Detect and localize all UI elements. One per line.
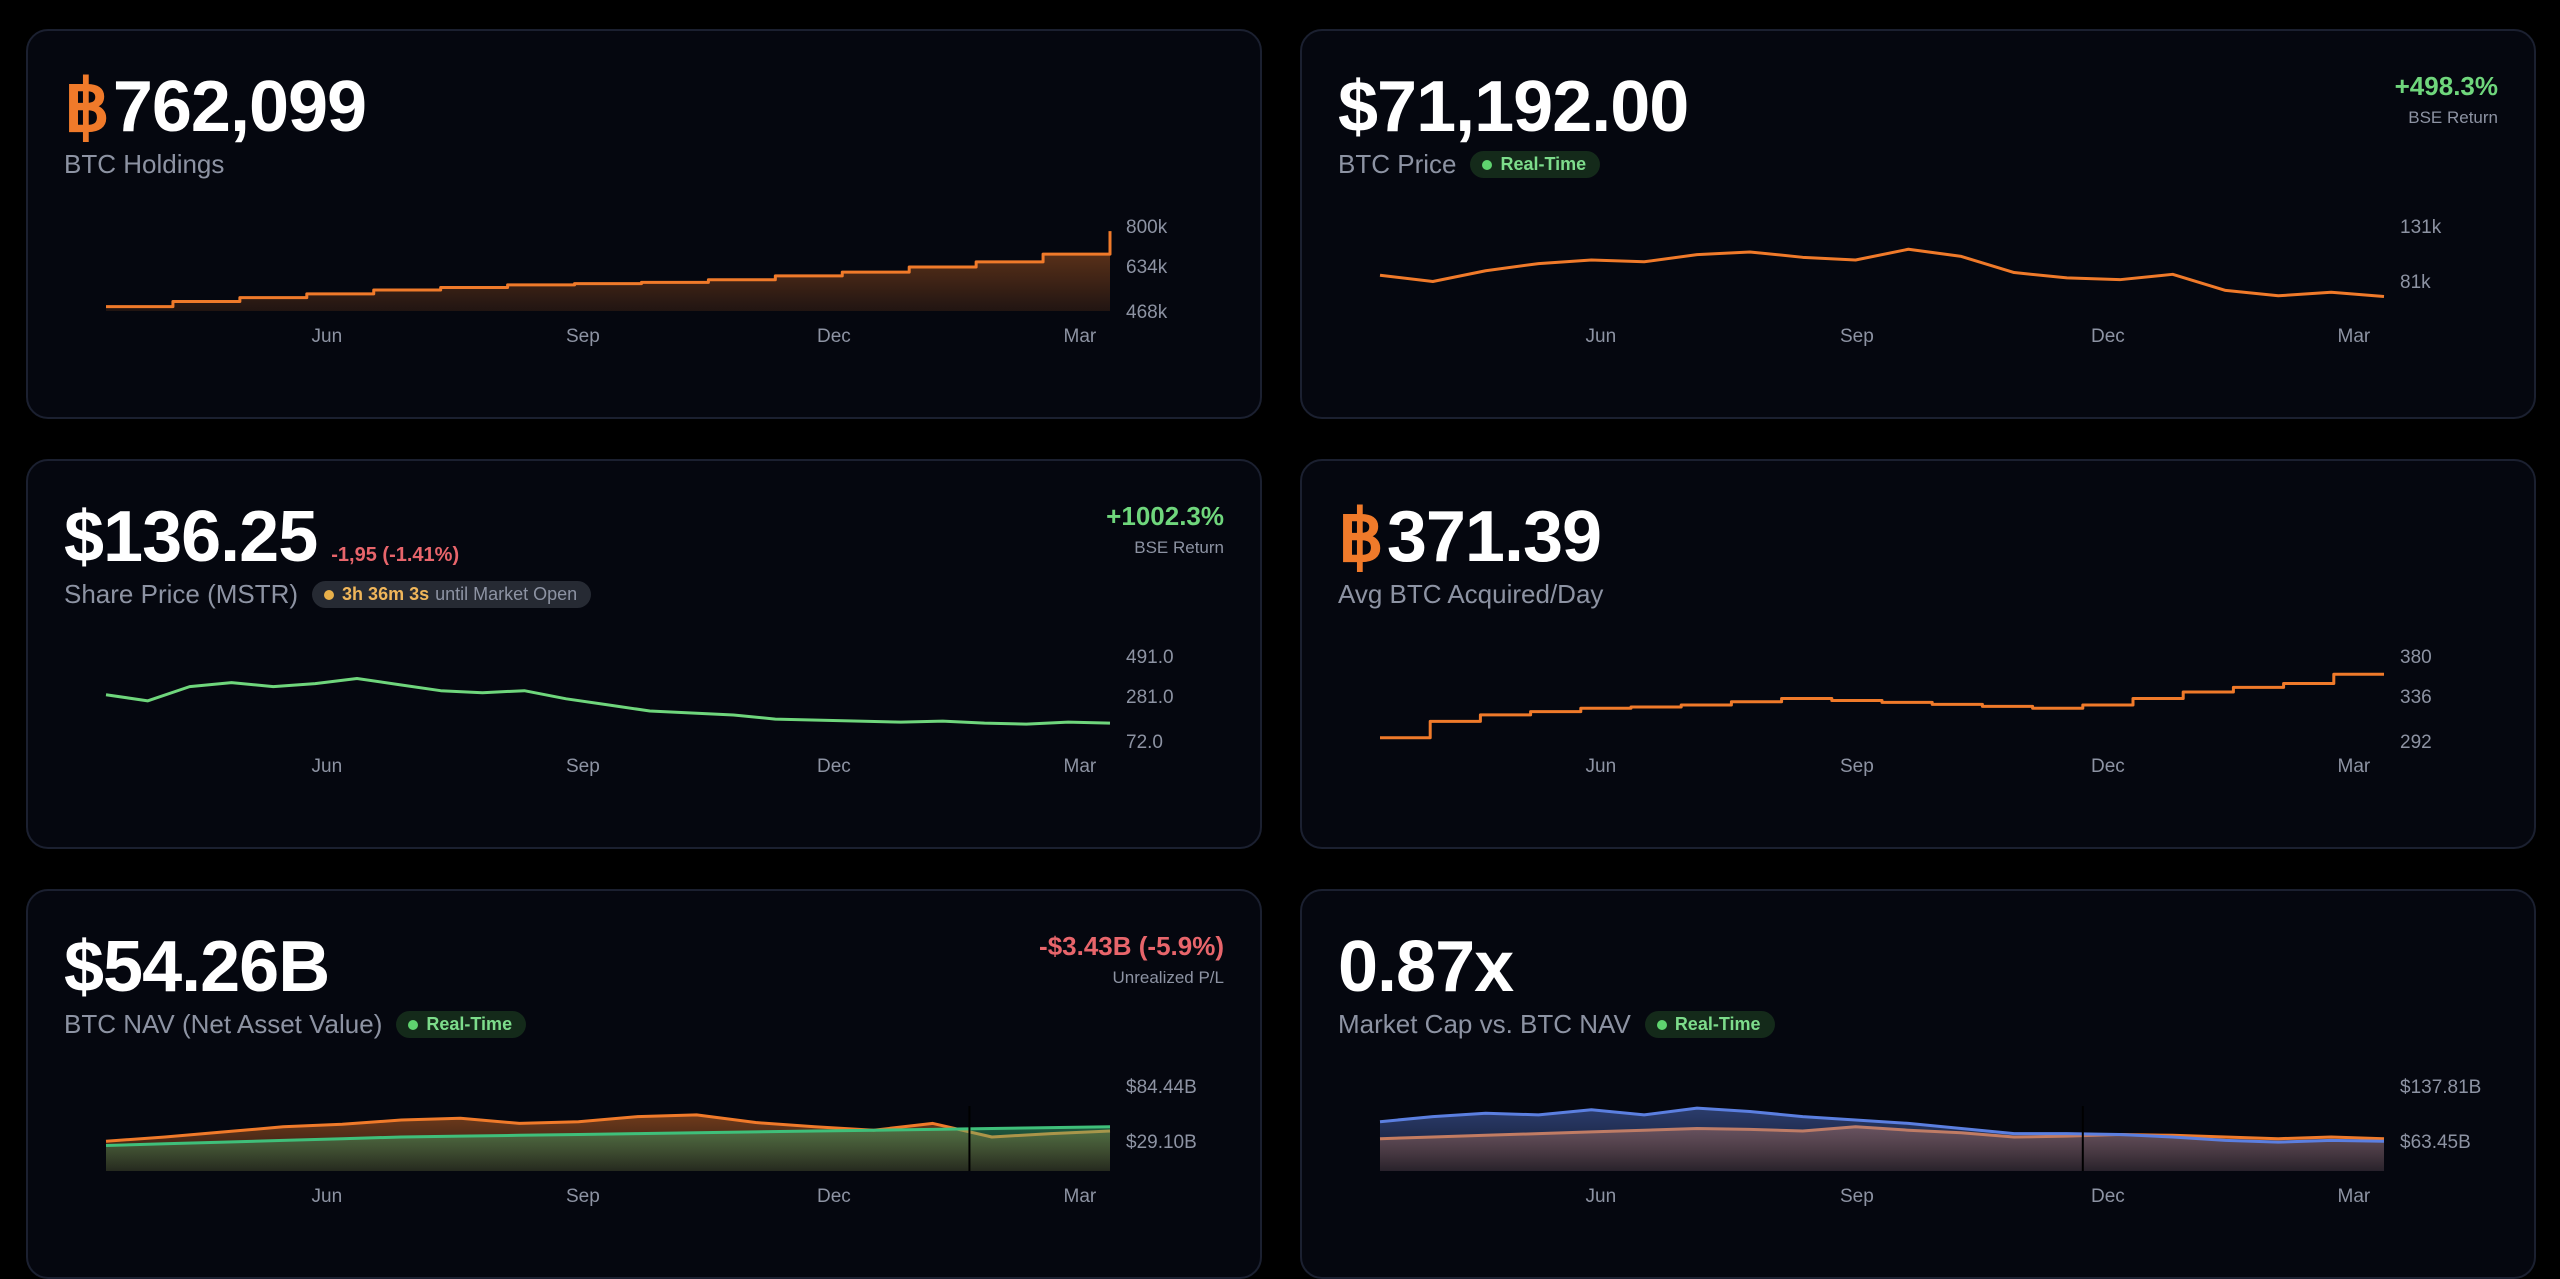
card-label: Share Price (MSTR) 3h 36m 3s until Marke…: [64, 579, 592, 610]
card-share-price: $136.25 -1,95 (-1.41%) Share Price (MSTR…: [26, 459, 1262, 849]
return-label: BSE Return: [1134, 538, 1224, 557]
card-avg-btc: ฿ 371.39 Avg BTC Acquired/Day 380 336 292 J…: [1300, 459, 2536, 849]
series-line-btc-price: [1379, 247, 2385, 299]
bitcoin-icon: ฿: [64, 67, 110, 147]
x-tick-label: Mar: [1064, 756, 1097, 777]
card-label: BTC NAV (Net Asset Value) Real-Time: [64, 1009, 527, 1040]
x-tick-label: Mar: [2338, 326, 2371, 347]
market-countdown-badge: 3h 36m 3s until Market Open: [312, 581, 592, 608]
x-tick-label: Sep: [566, 326, 600, 347]
card-label: BTC Price Real-Time: [1338, 149, 1601, 180]
bse-return: +1002.3% BSE Return: [1106, 501, 1224, 558]
y-tick-label: $29.10B: [1126, 1132, 1197, 1153]
y-tick-label: 281.0: [1126, 687, 1174, 708]
x-tick-label: Jun: [1586, 756, 1617, 777]
chart-btc-price[interactable]: 131k 81k Jun Sep Dec Mar: [1302, 31, 2536, 419]
series-line-s2: [1379, 1106, 2385, 1144]
chart-share-price[interactable]: 491.0 281.0 72.0 Jun Sep Dec Mar: [28, 461, 1262, 849]
realtime-badge: Real-Time: [1644, 1011, 1775, 1038]
chart-btc-nav[interactable]: $84.44B $29.10B Jun Sep Dec Mar: [28, 891, 1262, 1279]
x-tick-label: Sep: [1840, 1186, 1874, 1207]
x-tick-label: Jun: [312, 756, 343, 777]
x-tick-label: Sep: [566, 1186, 600, 1207]
pl-label: Unrealized P/L: [1112, 968, 1224, 987]
x-tick-label: Jun: [1586, 1186, 1617, 1207]
y-tick-label: 131k: [2400, 217, 2442, 238]
series-line-holdings: [106, 231, 1112, 309]
x-tick-label: Jun: [312, 326, 343, 347]
y-tick-label: $137.81B: [2400, 1077, 2481, 1098]
countdown: 3h 36m 3s: [342, 584, 430, 604]
x-tick-label: Mar: [2338, 1186, 2371, 1207]
x-tick-label: Jun: [1586, 326, 1617, 347]
btc-nav-value: $54.26B: [64, 927, 330, 1007]
realtime-badge: Real-Time: [396, 1011, 527, 1038]
status-dot-icon: [408, 1019, 419, 1030]
series-line-avg-btc: [1380, 672, 2384, 740]
card-mcap-nav: 0.87x Market Cap vs. BTC NAV Real-Time $…: [1300, 889, 2536, 1279]
y-tick-label: 380: [2400, 647, 2432, 668]
y-tick-label: 81k: [2400, 272, 2431, 293]
bitcoin-icon: ฿: [1338, 497, 1384, 577]
chart-mcap-nav[interactable]: $137.81B $63.45B Jun Sep Dec Mar: [1302, 891, 2536, 1279]
x-tick-label: Sep: [566, 756, 600, 777]
return-label: BSE Return: [2408, 108, 2498, 127]
holdings-number: 762,099: [112, 67, 367, 147]
card-btc-nav: $54.26B BTC NAV (Net Asset Value) Real-T…: [26, 889, 1262, 1279]
pl-value: -$3.43B (-5.9%): [1039, 931, 1224, 961]
x-tick-label: Dec: [817, 756, 851, 777]
bse-return: +498.3% BSE Return: [2395, 71, 2498, 128]
y-tick-label: 800k: [1126, 217, 1168, 238]
series-area-s2: [1380, 1108, 2384, 1171]
x-tick-label: Jun: [312, 1186, 343, 1207]
series-line-s1: [105, 1113, 1111, 1143]
card-label: Avg BTC Acquired/Day: [1338, 579, 1604, 609]
y-tick-label: 468k: [1126, 302, 1168, 323]
btc-holdings-value: ฿ 762,099: [64, 67, 367, 147]
realtime-badge: Real-Time: [1470, 151, 1601, 178]
x-tick-label: Mar: [2338, 756, 2371, 777]
x-tick-label: Dec: [2091, 1186, 2125, 1207]
clock-dot-icon: [324, 589, 335, 600]
x-tick-label: Sep: [1840, 756, 1874, 777]
y-tick-label: 72.0: [1126, 732, 1163, 753]
card-label: BTC Holdings: [64, 149, 225, 179]
x-tick-label: Sep: [1840, 326, 1874, 347]
status-dot-icon: [1482, 159, 1493, 170]
y-tick-label: $63.45B: [2400, 1132, 2471, 1153]
return-value: +498.3%: [2394, 71, 2498, 101]
return-value: +1002.3%: [1106, 501, 1224, 531]
status-dot-icon: [1656, 1019, 1667, 1030]
unrealized-pl: -$3.43B (-5.9%) Unrealized P/L: [1039, 931, 1224, 988]
chart-holdings[interactable]: 800k 634k 468k Jun Sep Dec Mar: [28, 31, 1262, 419]
card-btc-holdings: ฿ 762,099 BTC Holdings 800k 634k 468k Jun Se…: [26, 29, 1262, 419]
y-tick-label: 634k: [1126, 257, 1168, 278]
btc-price-value: $71,192.00: [1338, 67, 1689, 147]
x-tick-label: Mar: [1064, 326, 1097, 347]
share-price-value: $136.25 -1,95 (-1.41%): [64, 497, 459, 595]
series-line-share-price: [105, 677, 1111, 726]
y-tick-label: 336: [2400, 687, 2432, 708]
series-area-holdings: [106, 231, 1110, 311]
card-btc-price: $71,192.00 BTC Price Real-Time +498.3% B…: [1300, 29, 2536, 419]
x-tick-label: Dec: [2091, 326, 2125, 347]
chart-avg-btc[interactable]: 380 336 292 Jun Sep Dec Mar: [1302, 461, 2536, 849]
mcap-nav-value: 0.87x: [1338, 927, 1514, 1007]
x-tick-label: Dec: [817, 1186, 851, 1207]
x-tick-label: Dec: [2091, 756, 2125, 777]
price-change: -1,95 (-1.41%): [331, 544, 460, 566]
y-tick-label: 292: [2400, 732, 2432, 753]
avg-btc-value: ฿ 371.39: [1338, 497, 1602, 577]
y-tick-label: $84.44B: [1126, 1077, 1197, 1098]
series-line-s2: [105, 1125, 1111, 1147]
x-tick-label: Mar: [1064, 1186, 1097, 1207]
series-area-s2: [106, 1126, 1110, 1171]
x-tick-label: Dec: [817, 326, 851, 347]
card-label: Market Cap vs. BTC NAV Real-Time: [1338, 1009, 1775, 1040]
y-tick-label: 491.0: [1126, 647, 1174, 668]
